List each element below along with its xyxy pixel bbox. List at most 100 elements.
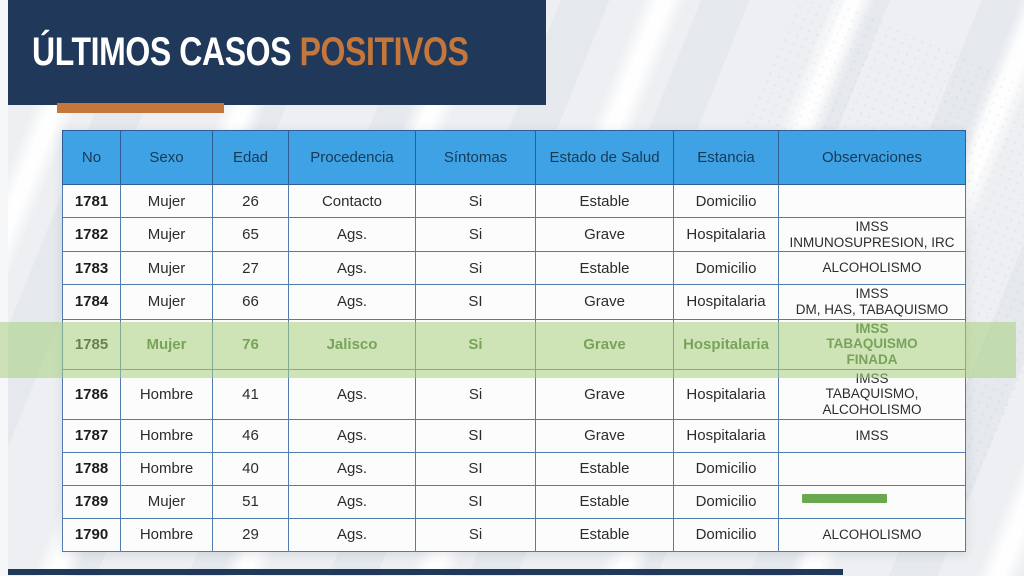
cell-no: 1783: [62, 251, 121, 286]
cell-no: 1782: [62, 216, 121, 253]
cell-sintomas: Si: [415, 318, 536, 370]
cell-procedencia: Ags.: [288, 484, 416, 519]
cell-sexo: Mujer: [120, 251, 213, 286]
table-row: 1783 Mujer 27 Ags. Si Estable Domicilio …: [62, 251, 966, 286]
cell-estado-salud: Estable: [535, 184, 674, 218]
title-underline-bar: [57, 103, 224, 113]
cell-edad: 41: [212, 368, 289, 420]
cell-edad: 65: [212, 216, 289, 253]
cell-no: 1789: [62, 484, 121, 519]
column-header: Observaciones: [778, 130, 966, 185]
table-row: 1790 Hombre 29 Ags. Si Estable Domicilio…: [62, 517, 966, 552]
cell-procedencia: Ags.: [288, 517, 416, 552]
cell-sintomas: Si: [415, 216, 536, 253]
table-row: 1781 Mujer 26 Contacto Si Estable Domici…: [62, 184, 966, 218]
cell-sintomas: Si: [415, 251, 536, 286]
cell-procedencia: Ags.: [288, 284, 416, 320]
cell-no: 1781: [62, 184, 121, 218]
highlight-marker-bar: [802, 494, 887, 503]
cell-procedencia: Ags.: [288, 216, 416, 253]
cell-sexo: Mujer: [120, 318, 213, 370]
cell-sintomas: SI: [415, 284, 536, 320]
cell-observaciones: IMSS: [778, 418, 966, 453]
cell-sintomas: SI: [415, 484, 536, 519]
cell-observaciones: IMSS INMUNOSUPRESION, IRC: [778, 216, 966, 253]
cell-sexo: Mujer: [120, 284, 213, 320]
cell-observaciones: ALCOHOLISMO: [778, 251, 966, 286]
cell-sexo: Mujer: [120, 484, 213, 519]
cell-no: 1785: [62, 318, 121, 370]
cell-observaciones: ALCOHOLISMO: [778, 517, 966, 552]
cell-estado-salud: Grave: [535, 368, 674, 420]
column-header: Edad: [212, 130, 289, 185]
cell-no: 1786: [62, 368, 121, 420]
cell-procedencia: Ags.: [288, 251, 416, 286]
title-block: ÚLTIMOS CASOS POSITIVOS: [8, 0, 546, 105]
cell-sintomas: Si: [415, 517, 536, 552]
cell-estancia: Hospitalaria: [673, 216, 779, 253]
cell-observaciones: IMSS TABAQUISMO, ALCOHOLISMO: [778, 368, 966, 420]
column-header: Estado de Salud: [535, 130, 674, 185]
cell-edad: 29: [212, 517, 289, 552]
cell-procedencia: Ags.: [288, 418, 416, 453]
page-title-accent: POSITIVOS: [299, 30, 469, 74]
cell-edad: 76: [212, 318, 289, 370]
cell-no: 1788: [62, 451, 121, 486]
cell-observaciones: IMSS DM, HAS, TABAQUISMO: [778, 284, 966, 320]
cell-observaciones: [778, 184, 966, 218]
footer-bar: [8, 569, 843, 575]
cell-estado-salud: Estable: [535, 451, 674, 486]
column-header: Procedencia: [288, 130, 416, 185]
cell-edad: 27: [212, 251, 289, 286]
table-row: 1782 Mujer 65 Ags. Si Grave Hospitalaria…: [62, 216, 966, 253]
page-title-primary: ÚLTIMOS CASOS: [32, 30, 300, 74]
table-row: 1784 Mujer 66 Ags. SI Grave Hospitalaria…: [62, 284, 966, 320]
cell-sexo: Mujer: [120, 216, 213, 253]
cell-sexo: Hombre: [120, 418, 213, 453]
column-header: Estancia: [673, 130, 779, 185]
table-row: 1787 Hombre 46 Ags. SI Grave Hospitalari…: [62, 418, 966, 453]
table-row: 1788 Hombre 40 Ags. SI Estable Domicilio: [62, 451, 966, 486]
page-title: ÚLTIMOS CASOS POSITIVOS: [8, 30, 469, 75]
cell-sintomas: Si: [415, 368, 536, 420]
cell-estado-salud: Grave: [535, 318, 674, 370]
table-row: 1785 Mujer 76 Jalisco Si Grave Hospitala…: [62, 318, 966, 370]
cell-no: 1784: [62, 284, 121, 320]
cell-estancia: Domicilio: [673, 184, 779, 218]
cell-sexo: Hombre: [120, 451, 213, 486]
cases-table: No Sexo Edad Procedencia Síntomas Estado de S…: [62, 130, 966, 552]
cell-procedencia: Jalisco: [288, 318, 416, 370]
cell-sexo: Hombre: [120, 368, 213, 420]
cell-estancia: Domicilio: [673, 517, 779, 552]
column-header: Sexo: [120, 130, 213, 185]
cell-estado-salud: Estable: [535, 484, 674, 519]
cell-edad: 46: [212, 418, 289, 453]
cell-sintomas: SI: [415, 418, 536, 453]
table-header-row: No Sexo Edad Procedencia Síntomas Estado de S…: [62, 130, 966, 185]
cell-estancia: Hospitalaria: [673, 318, 779, 370]
cell-estado-salud: Estable: [535, 517, 674, 552]
slide-left-edge: [0, 0, 8, 576]
column-header: No: [62, 130, 121, 185]
table-row: 1786 Hombre 41 Ags. Si Grave Hospitalari…: [62, 368, 966, 420]
cases-table-container: No Sexo Edad Procedencia Síntomas Estado de S…: [62, 130, 966, 552]
cell-estancia: Hospitalaria: [673, 368, 779, 420]
cell-edad: 66: [212, 284, 289, 320]
cell-procedencia: Ags.: [288, 368, 416, 420]
cell-edad: 51: [212, 484, 289, 519]
cell-edad: 26: [212, 184, 289, 218]
cell-estado-salud: Grave: [535, 418, 674, 453]
table-row: 1789 Mujer 51 Ags. SI Estable Domicilio: [62, 484, 966, 519]
cell-estado-salud: Estable: [535, 251, 674, 286]
cell-observaciones: [778, 451, 966, 486]
cell-estancia: Domicilio: [673, 484, 779, 519]
cell-no: 1787: [62, 418, 121, 453]
cell-estancia: Domicilio: [673, 451, 779, 486]
cell-sintomas: Si: [415, 184, 536, 218]
cell-estancia: Hospitalaria: [673, 418, 779, 453]
cell-procedencia: Ags.: [288, 451, 416, 486]
cell-procedencia: Contacto: [288, 184, 416, 218]
cell-estancia: Hospitalaria: [673, 284, 779, 320]
cell-sexo: Hombre: [120, 517, 213, 552]
cell-no: 1790: [62, 517, 121, 552]
